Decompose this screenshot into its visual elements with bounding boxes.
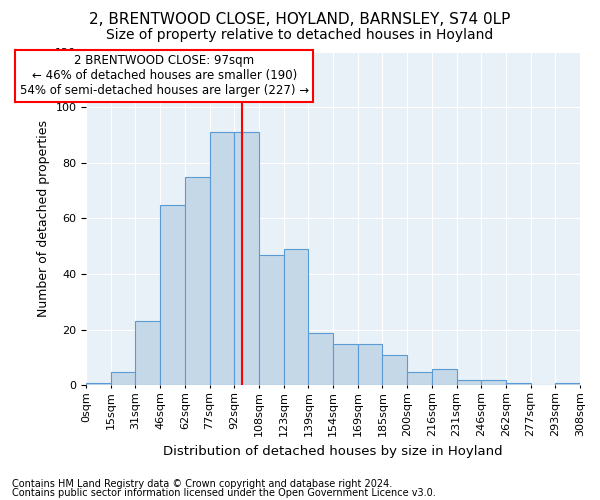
- Bar: [308, 332, 333, 386]
- Bar: [185, 176, 209, 386]
- Bar: [111, 372, 136, 386]
- Bar: [556, 382, 580, 386]
- Y-axis label: Number of detached properties: Number of detached properties: [37, 120, 50, 317]
- Bar: [259, 254, 284, 386]
- Text: Size of property relative to detached houses in Hoyland: Size of property relative to detached ho…: [106, 28, 494, 42]
- Bar: [234, 132, 259, 386]
- Text: 2, BRENTWOOD CLOSE, HOYLAND, BARNSLEY, S74 0LP: 2, BRENTWOOD CLOSE, HOYLAND, BARNSLEY, S…: [89, 12, 511, 28]
- Bar: [382, 355, 407, 386]
- Bar: [86, 382, 111, 386]
- Bar: [136, 322, 160, 386]
- Bar: [284, 249, 308, 386]
- Bar: [481, 380, 506, 386]
- Text: 2 BRENTWOOD CLOSE: 97sqm
← 46% of detached houses are smaller (190)
54% of semi-: 2 BRENTWOOD CLOSE: 97sqm ← 46% of detach…: [20, 54, 308, 98]
- Bar: [333, 344, 358, 386]
- Bar: [432, 369, 457, 386]
- Bar: [209, 132, 234, 386]
- Bar: [160, 204, 185, 386]
- Bar: [457, 380, 481, 386]
- Text: Contains public sector information licensed under the Open Government Licence v3: Contains public sector information licen…: [12, 488, 436, 498]
- Bar: [506, 382, 530, 386]
- Text: Contains HM Land Registry data © Crown copyright and database right 2024.: Contains HM Land Registry data © Crown c…: [12, 479, 392, 489]
- Bar: [358, 344, 382, 386]
- X-axis label: Distribution of detached houses by size in Hoyland: Distribution of detached houses by size …: [163, 444, 503, 458]
- Bar: [407, 372, 432, 386]
